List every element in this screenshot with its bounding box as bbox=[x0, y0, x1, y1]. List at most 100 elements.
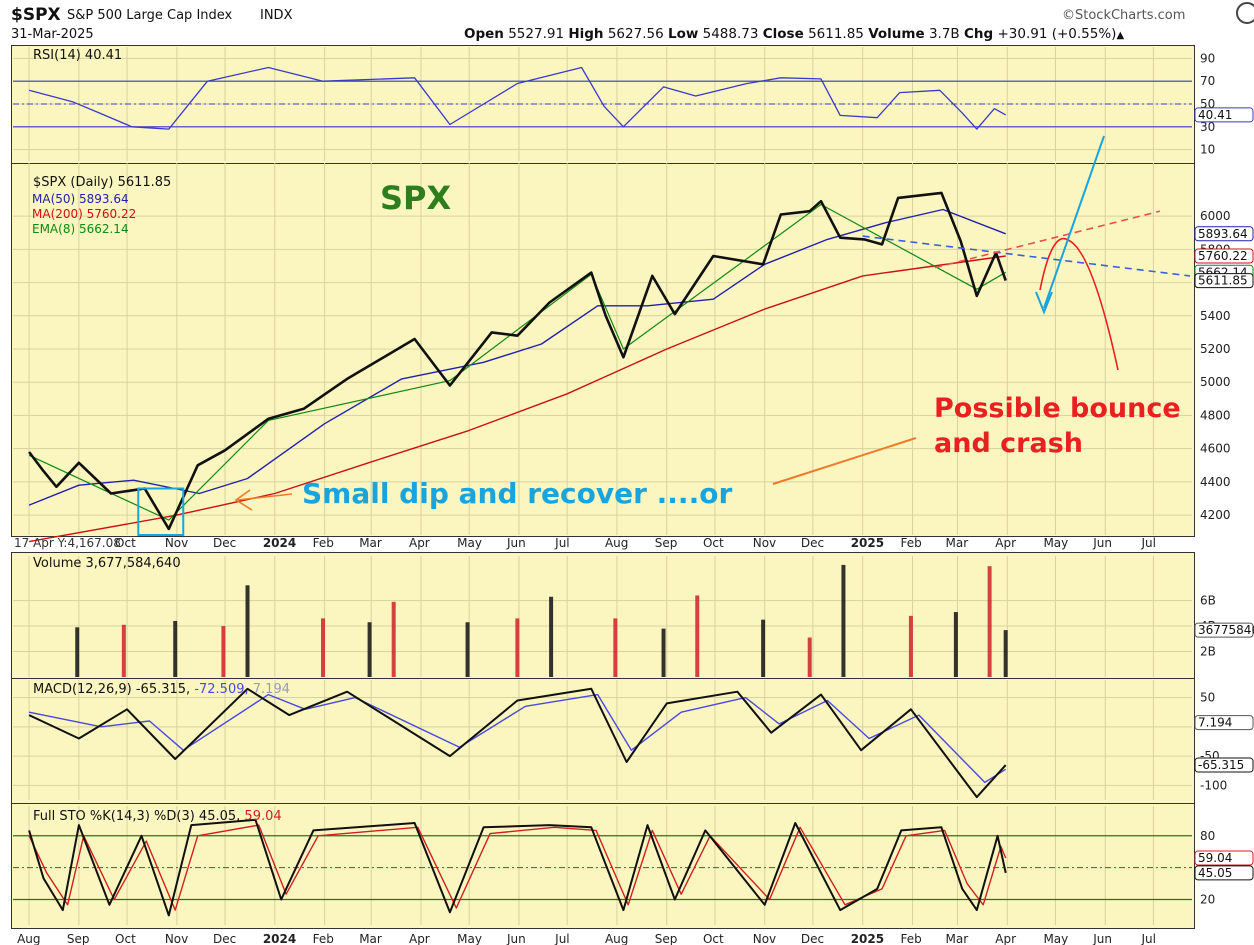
volume-bar bbox=[987, 566, 992, 677]
macd-signal-line bbox=[28, 693, 1007, 784]
sto-month-label: Nov bbox=[165, 932, 188, 945]
volume-bar bbox=[953, 612, 958, 677]
ma200-projection bbox=[934, 210, 1161, 269]
volume-tick-label: 6B bbox=[1200, 594, 1216, 608]
ma50-legend: MA(50) 5893.64 bbox=[32, 192, 129, 206]
macd-panel bbox=[11, 678, 1195, 805]
price-month-label: Sep bbox=[655, 536, 678, 550]
volume-bar bbox=[173, 620, 178, 677]
volume-bar bbox=[515, 618, 520, 677]
volume-bar bbox=[841, 564, 846, 677]
rsi-tick-label: 30 bbox=[1200, 120, 1215, 134]
price-tick-label: 5200 bbox=[1200, 342, 1231, 356]
price-month-label: Jun bbox=[506, 536, 526, 550]
price-month-label: Oct bbox=[115, 536, 136, 550]
sto-month-label: Oct bbox=[703, 932, 724, 945]
price-tick-label: 4200 bbox=[1200, 508, 1231, 522]
crosshair-readout: 17 Apr Y:4,167.08 bbox=[14, 536, 121, 550]
ma200-legend: MA(200) 5760.22 bbox=[32, 207, 136, 221]
close-value-tag-box bbox=[1194, 273, 1254, 289]
macd-hist-value: 7.194 bbox=[253, 682, 290, 697]
sto-k-tag: 45.05 bbox=[1198, 866, 1232, 880]
annotation-layer bbox=[137, 135, 1191, 536]
price-tick-label: 5000 bbox=[1200, 375, 1231, 389]
chg-arrow-icon: ▲ bbox=[1116, 30, 1125, 41]
chg-value: +30.91 (+0.55%) bbox=[997, 26, 1117, 42]
volume-bar bbox=[465, 622, 470, 677]
watermark: ©StockCharts.com bbox=[1062, 8, 1186, 23]
sto-tick-label: 20 bbox=[1200, 893, 1215, 907]
low-value: 5488.73 bbox=[702, 26, 759, 42]
rsi-label: RSI(14) 40.41 bbox=[33, 48, 122, 63]
annotation-bounce-line2: and crash bbox=[934, 428, 1083, 459]
volume-bar bbox=[1003, 630, 1008, 677]
sto-month-label: Aug bbox=[17, 932, 40, 945]
volume-bar bbox=[391, 601, 396, 677]
sto-month-label: Feb bbox=[313, 932, 334, 945]
price-month-label: Apr bbox=[995, 536, 1016, 550]
sto-label-values: Full STO %K(14,3) %D(3) 45.05, bbox=[33, 809, 244, 824]
price-month-label: Nov bbox=[753, 536, 776, 550]
symbol-title: $SPX bbox=[11, 5, 61, 25]
sto-month-label: Jun bbox=[1092, 932, 1112, 945]
rsi-value-tag-box bbox=[1194, 107, 1254, 123]
price-month-label: Nov bbox=[165, 536, 188, 550]
close-value-tag: 5611.85 bbox=[1198, 274, 1248, 288]
price-month-label: Jul bbox=[1140, 536, 1155, 550]
ma200-line bbox=[28, 255, 1006, 543]
volume-bar bbox=[321, 618, 326, 677]
sto-tick-label: 80 bbox=[1200, 829, 1215, 843]
sto-d-value: 59.04 bbox=[244, 809, 281, 824]
open-label: Open bbox=[464, 26, 504, 42]
price-month-label: Aug bbox=[605, 536, 628, 550]
price-month-label: 2025 bbox=[851, 536, 884, 550]
macd-value-tag: -65.315 bbox=[1198, 758, 1244, 772]
sto-month-label: Oct bbox=[115, 932, 136, 945]
bounce-arrow-icon bbox=[1035, 135, 1105, 315]
sto-d-line bbox=[28, 824, 1007, 911]
macd-tick-label: 50 bbox=[1200, 691, 1215, 705]
sto-month-label: Dec bbox=[801, 932, 824, 945]
sto-d-tag: 59.04 bbox=[1198, 851, 1232, 865]
price-month-label: Feb bbox=[901, 536, 922, 550]
axis-labels: 9070503010600058005600540052005000480046… bbox=[17, 51, 1254, 945]
price-month-label: Mar bbox=[359, 536, 382, 550]
rsi-line bbox=[28, 66, 1007, 130]
high-label: High bbox=[568, 26, 604, 42]
ma50-projection bbox=[862, 235, 1191, 277]
sto-k-tag-box bbox=[1194, 865, 1254, 881]
price-tick-label: 4800 bbox=[1200, 408, 1231, 422]
sto-month-label: Apr bbox=[995, 932, 1016, 945]
annotation-dip-text: Small dip and recover ....or bbox=[302, 477, 732, 510]
price-month-label: Oct bbox=[703, 536, 724, 550]
ema8-line bbox=[28, 203, 1007, 521]
exchange-label: INDX bbox=[260, 8, 293, 23]
volume-bar bbox=[75, 627, 80, 677]
sto-label: Full STO %K(14,3) %D(3) 45.05, 59.04 bbox=[33, 809, 282, 824]
volume-value: 3.7B bbox=[928, 26, 960, 42]
volume-bar bbox=[549, 596, 554, 677]
sto-month-label: Apr bbox=[409, 932, 430, 945]
annotation-bounce-line1: Possible bounce bbox=[934, 393, 1181, 424]
sto-month-label: Nov bbox=[753, 932, 776, 945]
sto-month-label: Jul bbox=[554, 932, 569, 945]
sto-month-label: May bbox=[457, 932, 482, 945]
dip-highlight-box bbox=[137, 487, 185, 536]
macd-value-tag-box bbox=[1194, 757, 1254, 773]
panel-labels: RSI(14) 40.41 $SPX (Daily) 5611.85 MA(50… bbox=[14, 48, 1181, 824]
price-panel bbox=[11, 163, 1195, 537]
volume-panel bbox=[11, 552, 1195, 680]
settings-icon[interactable] bbox=[1236, 2, 1254, 24]
volume-bar bbox=[613, 618, 618, 677]
low-label: Low bbox=[667, 26, 699, 42]
sto-month-label: Dec bbox=[213, 932, 236, 945]
sto-month-label: 2025 bbox=[851, 932, 884, 945]
price-tick-label: 5400 bbox=[1200, 309, 1231, 323]
volume-bar bbox=[367, 622, 372, 677]
sto-month-label: 2024 bbox=[263, 932, 296, 945]
macd-signal-value: -72.509, bbox=[194, 682, 252, 697]
macd-line bbox=[28, 687, 1007, 799]
rsi-tick-label: 10 bbox=[1200, 143, 1215, 157]
macd-hist-tag-box bbox=[1194, 715, 1254, 731]
